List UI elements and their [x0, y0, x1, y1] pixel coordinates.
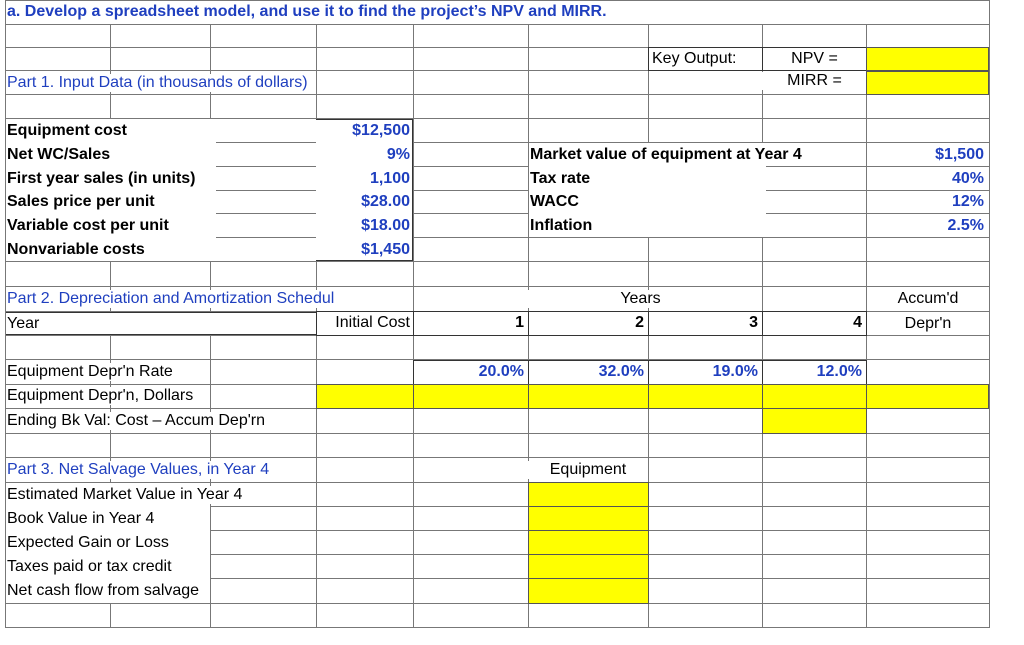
input-value-equipment-cost[interactable]: $12,500	[352, 122, 410, 139]
input-value-sales-price[interactable]: $28.00	[361, 193, 410, 210]
grid-line	[989, 0, 990, 627]
input-value-inflation[interactable]: 2.5%	[947, 217, 984, 234]
salvage-book-value-cell[interactable]	[528, 506, 649, 531]
depr-dollars-year-2-cell[interactable]	[528, 384, 649, 409]
input-label-equipment-cost: Equipment cost	[7, 122, 128, 139]
year-header-2: 2	[528, 311, 649, 336]
grid-line	[5, 603, 990, 604]
input-label-sales-price: Sales price per unit	[7, 193, 155, 210]
npv-output-cell[interactable]	[866, 47, 989, 71]
input-value-nonvariable-costs[interactable]: $1,450	[361, 241, 410, 258]
grid-line	[5, 237, 990, 238]
grid-line	[5, 47, 990, 48]
grid-line	[5, 433, 990, 434]
grid-line	[5, 24, 990, 25]
depr-rate-year-2[interactable]: 32.0%	[528, 360, 649, 385]
equipment-column-header: Equipment	[528, 461, 648, 479]
accum-depr-header-line1: Accum'd	[867, 290, 989, 308]
grid-line	[5, 359, 990, 360]
depr-rate-year-3[interactable]: 19.0%	[648, 360, 763, 385]
initial-cost-header: Initial Cost	[316, 311, 414, 336]
ending-book-value-label: Ending Bk Val: Cost – Accum Dep'rn	[7, 412, 269, 430]
grid-line	[5, 261, 990, 262]
grid-line	[5, 0, 6, 627]
accum-depr-cell[interactable]	[866, 384, 989, 409]
salvage-label-net-cash-flow: Net cash flow from salvage	[7, 582, 200, 600]
year-header-4: 4	[762, 311, 867, 336]
accum-depr-header-line2: Depr'n	[867, 315, 989, 333]
depr-dollars-label: Equipment Depr'n, Dollars	[7, 387, 200, 405]
grid-line	[5, 506, 990, 507]
grid-line	[5, 627, 990, 628]
depr-rate-label: Equipment Depr'n Rate	[7, 363, 181, 381]
depr-dollars-initial-cell[interactable]	[316, 384, 414, 409]
input-value-first-year-sales[interactable]: 1,100	[369, 170, 410, 187]
part1-labels-block	[6, 119, 216, 261]
salvage-net-cash-flow-cell[interactable]	[528, 578, 649, 604]
npv-label: NPV =	[762, 47, 867, 71]
input-label-first-year-sales: First year sales (in units)	[7, 170, 196, 187]
salvage-market-value-cell[interactable]	[528, 482, 649, 507]
grid-line	[5, 142, 990, 143]
mirr-label: MIRR =	[762, 72, 867, 90]
salvage-taxes-cell[interactable]	[528, 554, 649, 579]
input-value-market-value[interactable]: $1,500	[935, 146, 984, 163]
years-header: Years	[528, 290, 753, 308]
depr-rate-year-4[interactable]: 12.0%	[762, 360, 867, 385]
part3-heading: Part 3. Net Salvage Values, in Year 4	[7, 461, 274, 479]
salvage-label-market-value: Estimated Market Value in Year 4	[7, 486, 243, 504]
part1-right-labels-block	[529, 143, 766, 237]
input-value-net-wc-sales[interactable]: 9%	[386, 146, 410, 163]
salvage-gain-loss-cell[interactable]	[528, 530, 649, 555]
grid-line	[5, 482, 990, 483]
input-label-net-wc-sales: Net WC/Sales	[7, 146, 111, 163]
depr-rate-year-1[interactable]: 20.0%	[413, 360, 529, 385]
part1-heading: Part 1. Input Data (in thousands of doll…	[7, 74, 308, 92]
part1-values-block	[316, 119, 413, 261]
grid-line	[5, 457, 990, 458]
salvage-label-book-value: Book Value in Year 4	[7, 510, 155, 527]
grid-line	[5, 70, 990, 71]
input-label-tax-rate: Tax rate	[530, 170, 591, 187]
grid-line	[5, 190, 990, 191]
grid-line	[5, 578, 990, 579]
input-label-market-value: Market value of equipment at Year 4	[530, 146, 802, 163]
grid-line	[5, 530, 990, 531]
depr-dollars-year-3-cell[interactable]	[648, 384, 763, 409]
grid-line	[5, 0, 990, 1]
salvage-label-gain-loss: Expected Gain or Loss	[7, 534, 169, 551]
part2-heading: Part 2. Depreciation and Amortization Sc…	[7, 290, 337, 308]
grid-line	[5, 554, 990, 555]
depr-dollars-year-1-cell[interactable]	[413, 384, 529, 409]
year-header-3: 3	[648, 311, 763, 336]
input-value-variable-cost[interactable]: $18.00	[361, 217, 410, 234]
input-value-tax-rate[interactable]: 40%	[951, 170, 984, 187]
grid-line	[5, 166, 990, 167]
grid-line	[5, 94, 990, 95]
input-label-wacc: WACC	[530, 193, 579, 210]
input-label-nonvariable-costs: Nonvariable costs	[7, 241, 145, 258]
key-output-label: Key Output:	[648, 47, 763, 71]
salvage-label-taxes: Taxes paid or tax credit	[7, 558, 172, 575]
depr-dollars-year-4-cell[interactable]	[762, 384, 867, 409]
mirr-output-cell[interactable]	[866, 71, 989, 95]
sheet-title: a. Develop a spreadsheet model, and use …	[7, 3, 611, 21]
grid-line	[5, 286, 990, 287]
ending-book-value-cell[interactable]	[762, 408, 867, 434]
input-label-variable-cost: Variable cost per unit	[7, 217, 169, 234]
input-label-inflation: Inflation	[530, 217, 593, 234]
year-label: Year	[7, 315, 40, 332]
input-value-wacc[interactable]: 12%	[951, 193, 984, 210]
grid-line	[5, 118, 990, 119]
grid-line	[5, 213, 990, 214]
year-header-1: 1	[413, 311, 529, 336]
